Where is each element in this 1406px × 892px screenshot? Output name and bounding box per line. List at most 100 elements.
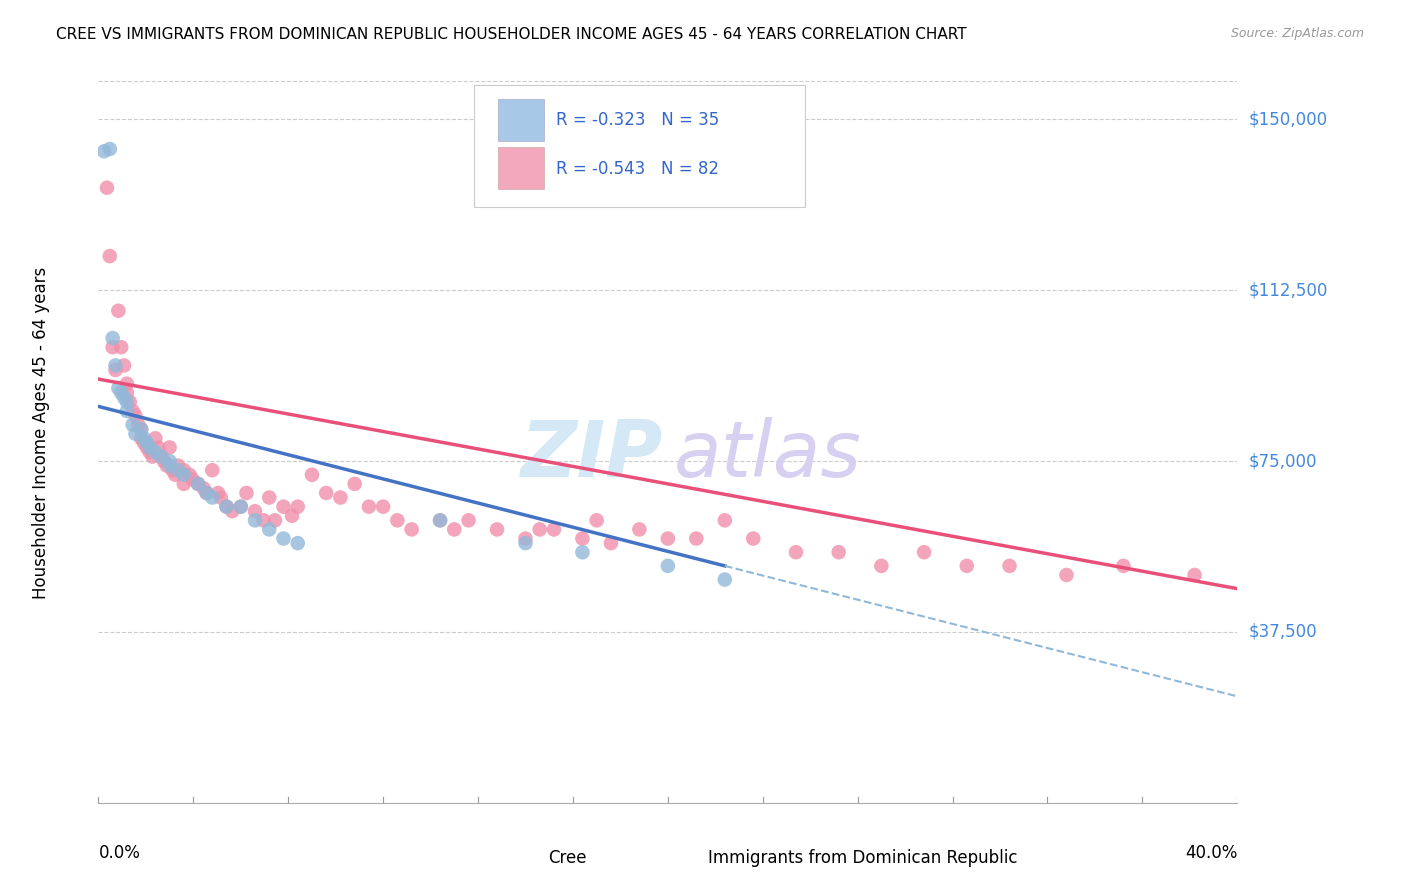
Point bbox=[600, 536, 623, 550]
Point bbox=[124, 426, 146, 441]
Point bbox=[1056, 568, 1078, 582]
Point bbox=[145, 445, 167, 459]
Point bbox=[104, 363, 127, 377]
Text: ZIP: ZIP bbox=[520, 417, 662, 493]
Point bbox=[714, 513, 737, 527]
Point bbox=[742, 532, 765, 546]
Point bbox=[138, 441, 160, 455]
Point bbox=[159, 454, 181, 468]
Point bbox=[112, 359, 135, 373]
Point bbox=[515, 536, 537, 550]
Text: $75,000: $75,000 bbox=[1249, 452, 1317, 470]
Point bbox=[98, 142, 121, 156]
Text: 40.0%: 40.0% bbox=[1185, 844, 1237, 862]
Point bbox=[115, 385, 138, 400]
Point bbox=[287, 500, 309, 514]
Point bbox=[243, 504, 266, 518]
Point bbox=[201, 463, 224, 477]
Text: Immigrants from Dominican Republic: Immigrants from Dominican Republic bbox=[707, 849, 1017, 867]
Point bbox=[259, 491, 281, 505]
FancyBboxPatch shape bbox=[498, 147, 544, 189]
Point bbox=[173, 467, 195, 482]
Point bbox=[98, 249, 121, 263]
Point bbox=[132, 435, 155, 450]
Point bbox=[112, 390, 135, 404]
Point bbox=[264, 513, 287, 527]
Point bbox=[110, 385, 132, 400]
Point bbox=[998, 558, 1021, 573]
Text: $112,500: $112,500 bbox=[1249, 281, 1327, 299]
Point bbox=[129, 431, 152, 445]
Point bbox=[273, 500, 295, 514]
Point bbox=[173, 463, 195, 477]
Point bbox=[201, 491, 224, 505]
Text: $37,500: $37,500 bbox=[1249, 623, 1317, 641]
Point bbox=[115, 404, 138, 418]
Point bbox=[167, 463, 190, 477]
Point bbox=[115, 395, 138, 409]
Point bbox=[221, 504, 243, 518]
Point bbox=[585, 513, 607, 527]
FancyBboxPatch shape bbox=[508, 844, 544, 874]
Point bbox=[153, 454, 176, 468]
Text: atlas: atlas bbox=[673, 417, 862, 493]
Point bbox=[357, 500, 380, 514]
FancyBboxPatch shape bbox=[474, 85, 804, 207]
Point bbox=[93, 145, 115, 159]
Point bbox=[159, 441, 181, 455]
Point bbox=[104, 359, 127, 373]
Point bbox=[259, 523, 281, 537]
Point bbox=[243, 513, 266, 527]
Point bbox=[187, 476, 209, 491]
Point bbox=[401, 523, 423, 537]
Point bbox=[387, 513, 409, 527]
Point bbox=[101, 331, 124, 345]
Point bbox=[129, 422, 152, 436]
Point bbox=[107, 303, 129, 318]
Point bbox=[281, 508, 304, 523]
Text: Source: ZipAtlas.com: Source: ZipAtlas.com bbox=[1230, 27, 1364, 40]
Point bbox=[179, 467, 201, 482]
Point bbox=[135, 441, 157, 455]
Text: Cree: Cree bbox=[548, 849, 586, 867]
Point bbox=[187, 476, 209, 491]
Point bbox=[273, 532, 295, 546]
Point bbox=[343, 476, 366, 491]
Point bbox=[1184, 568, 1206, 582]
Point bbox=[96, 180, 118, 194]
Point bbox=[912, 545, 935, 559]
Point bbox=[287, 536, 309, 550]
Point bbox=[215, 500, 238, 514]
Point bbox=[107, 381, 129, 395]
Point bbox=[156, 458, 179, 473]
Text: Householder Income Ages 45 - 64 years: Householder Income Ages 45 - 64 years bbox=[32, 267, 51, 599]
Point bbox=[121, 417, 143, 432]
Point bbox=[150, 450, 173, 464]
Text: R = -0.543   N = 82: R = -0.543 N = 82 bbox=[557, 160, 720, 178]
Point bbox=[162, 463, 184, 477]
Point bbox=[193, 482, 215, 496]
Point bbox=[207, 486, 229, 500]
Point bbox=[486, 523, 509, 537]
Point bbox=[159, 458, 181, 473]
Point bbox=[657, 532, 679, 546]
Point bbox=[252, 513, 274, 527]
Text: R = -0.323   N = 35: R = -0.323 N = 35 bbox=[557, 112, 720, 129]
Point bbox=[135, 435, 157, 450]
Point bbox=[165, 467, 187, 482]
Point bbox=[571, 545, 593, 559]
Point bbox=[657, 558, 679, 573]
Point bbox=[429, 513, 451, 527]
Point bbox=[443, 523, 465, 537]
Point bbox=[529, 523, 551, 537]
Point bbox=[148, 441, 170, 455]
Point bbox=[173, 476, 195, 491]
Point bbox=[141, 450, 163, 464]
Point bbox=[628, 523, 651, 537]
Point bbox=[138, 445, 160, 459]
Point bbox=[150, 450, 173, 464]
Point bbox=[785, 545, 807, 559]
Point bbox=[129, 422, 152, 436]
Point bbox=[115, 376, 138, 391]
Point bbox=[329, 491, 352, 505]
